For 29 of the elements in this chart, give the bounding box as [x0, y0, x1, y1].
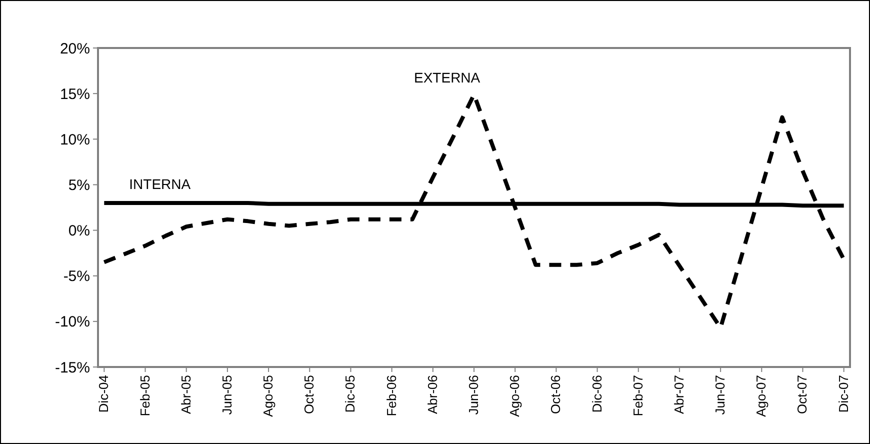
y-tick-label: 20% — [60, 40, 90, 58]
y-tick-label: 0% — [68, 222, 90, 240]
x-tick-label: Abr-06 — [424, 375, 440, 414]
y-tick-label: 10% — [60, 131, 90, 148]
x-tick-label: Jun-07 — [712, 375, 728, 415]
y-tick-label: 15% — [60, 86, 90, 103]
x-tick-label: Feb-07 — [630, 375, 646, 416]
y-tick-label: -10% — [54, 314, 90, 331]
series-label: INTERNA — [129, 176, 192, 192]
x-tick-label: Jun-05 — [219, 375, 234, 415]
x-tick-label: Ago-05 — [260, 375, 276, 417]
x-tick-label: Jun-06 — [466, 375, 481, 415]
y-tick-label: 5% — [68, 176, 90, 194]
x-tick-label: Abr-05 — [178, 375, 194, 414]
x-tick-label: Dic-06 — [589, 375, 604, 413]
x-tick-label: Dic-05 — [342, 375, 358, 413]
x-tick-label: Oct-07 — [794, 375, 810, 414]
x-tick-label: Oct-05 — [302, 375, 317, 414]
x-tick-label: Dic-04 — [96, 375, 112, 413]
x-tick-label: Feb-05 — [137, 375, 152, 416]
x-tick-label: Abr-07 — [671, 375, 686, 414]
x-tick-label: Ago-06 — [507, 375, 522, 417]
y-tick-label: -5% — [63, 268, 90, 286]
x-tick-label: Ago-07 — [754, 375, 769, 417]
y-tick-label: -15% — [54, 359, 90, 376]
x-tick-label: Dic-07 — [836, 375, 851, 413]
x-tick-label: Feb-06 — [384, 375, 399, 416]
series-label: EXTERNA — [414, 69, 481, 86]
x-tick-label: Oct-06 — [548, 375, 564, 414]
